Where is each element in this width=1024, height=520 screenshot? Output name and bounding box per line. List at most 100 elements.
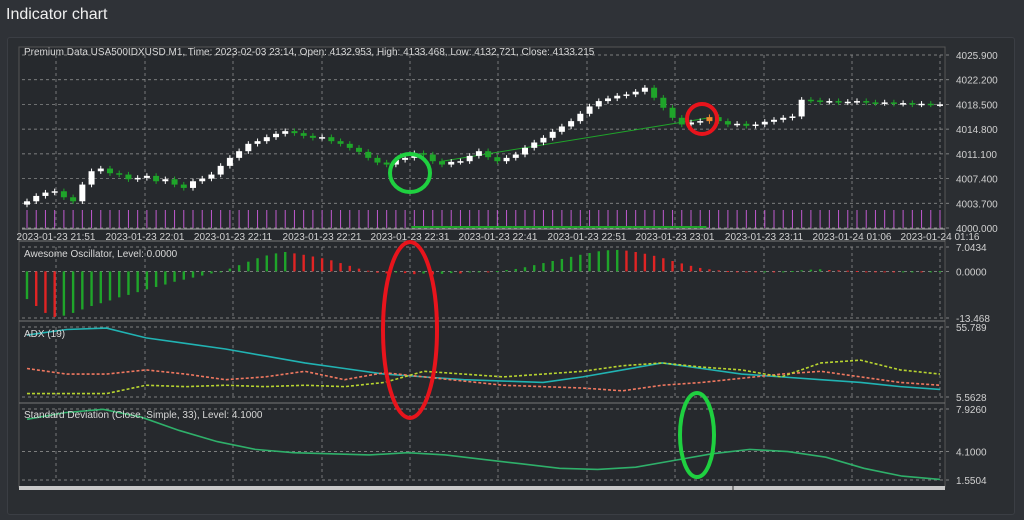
ao-bar xyxy=(357,268,361,272)
candle-body xyxy=(890,102,897,104)
ao-bar xyxy=(237,265,241,272)
candle-body xyxy=(254,141,261,144)
y-tick-label: 7.9260 xyxy=(956,405,987,416)
annotation-circle-green xyxy=(388,152,432,194)
volume-marker xyxy=(494,226,504,228)
ao-bar xyxy=(339,263,342,272)
candle-body xyxy=(383,162,390,165)
ao-bar xyxy=(901,271,905,273)
ao-bar xyxy=(348,265,351,272)
volume-marker xyxy=(678,226,688,228)
volume-marker xyxy=(688,226,698,228)
candle-body xyxy=(439,161,445,165)
candle-body xyxy=(97,168,104,172)
x-tick-label: 2023-01-23 22:21 xyxy=(283,232,362,243)
ao-bar xyxy=(846,270,849,272)
candle-body xyxy=(909,103,916,105)
ao-bar xyxy=(569,256,573,272)
ao-bar xyxy=(606,250,610,272)
candle-body xyxy=(503,157,510,162)
candle-body xyxy=(494,157,501,162)
ao-bar xyxy=(883,271,886,273)
candle-body xyxy=(466,155,473,162)
candle-body xyxy=(660,97,667,108)
candle-body xyxy=(356,147,362,152)
candle-body xyxy=(125,174,132,180)
ao-bar xyxy=(855,271,859,273)
ao-bar xyxy=(118,271,121,298)
volume-marker xyxy=(632,226,642,228)
candle-body xyxy=(153,175,160,182)
volume-marker xyxy=(614,226,624,228)
ao-bar xyxy=(597,251,600,272)
x-tick-label: 2023-01-24 01:06 xyxy=(813,232,892,243)
volume-marker xyxy=(485,226,495,228)
volume-marker xyxy=(522,226,532,228)
volume-marker xyxy=(660,226,670,228)
ao-bar xyxy=(265,255,268,272)
candle-body xyxy=(678,117,685,125)
ao-bar xyxy=(763,271,766,273)
candle-body xyxy=(522,147,528,155)
ao-bar xyxy=(403,271,407,274)
y-tick-label: 1.5504 xyxy=(956,476,987,487)
ao-bar xyxy=(505,269,508,272)
ao-bar xyxy=(293,253,296,272)
y-tick-label: 5.5628 xyxy=(956,393,987,404)
candle-body xyxy=(881,102,888,104)
ao-bar xyxy=(625,250,628,272)
candle-body xyxy=(143,175,150,178)
ao-bar xyxy=(652,255,656,272)
y-tick-label: 4014.800 xyxy=(956,125,998,136)
adx-title: ADX (19) xyxy=(24,329,65,340)
candle-body xyxy=(798,99,805,117)
ao-bar xyxy=(920,271,923,273)
candle-body xyxy=(226,157,233,166)
volume-marker xyxy=(439,226,449,228)
ao-bar xyxy=(782,271,785,273)
ao-bar xyxy=(818,269,822,272)
candle-body xyxy=(669,107,676,118)
candle-body xyxy=(863,101,870,103)
candle-body xyxy=(116,173,123,175)
ao-bar xyxy=(708,269,711,272)
annotation-ellipse-red xyxy=(381,240,439,420)
ao-bar xyxy=(671,260,674,272)
candle-body xyxy=(771,119,777,122)
ao-bar xyxy=(367,270,370,272)
ao-bar xyxy=(164,271,167,285)
ao-bar xyxy=(459,271,462,274)
candle-body xyxy=(807,99,814,102)
ao-bar xyxy=(44,271,47,313)
candle-body xyxy=(374,157,381,163)
candle-body xyxy=(512,154,519,158)
y-tick-label: 4000.000 xyxy=(956,224,998,235)
x-tick-label: 2023-01-23 22:51 xyxy=(548,232,627,243)
candle-body xyxy=(872,102,879,104)
horizontal-scrollbar[interactable] xyxy=(19,486,945,490)
ao-bar xyxy=(62,271,66,316)
ao-bar xyxy=(385,271,388,274)
volume-marker xyxy=(429,226,439,228)
main-chart-title: Premium Data USA500IDXUSD M1, Time: 2023… xyxy=(24,47,595,58)
ao-bar xyxy=(81,271,84,310)
candle-body xyxy=(900,103,907,105)
volume-marker xyxy=(549,226,559,228)
candle-body xyxy=(337,141,344,144)
candle-body xyxy=(568,121,575,127)
ao-bar xyxy=(228,268,232,272)
ao-bar xyxy=(136,271,139,293)
volume-marker xyxy=(697,226,707,228)
candle-body xyxy=(199,178,206,182)
ao-bar xyxy=(247,261,250,272)
candle-body xyxy=(309,135,316,138)
candle-body xyxy=(429,154,436,162)
volume-marker xyxy=(503,226,513,228)
candle-body xyxy=(531,142,538,148)
ao-bar xyxy=(413,271,416,275)
candle-body xyxy=(761,121,768,125)
ao-title: Awesome Oscillator, Level: 0.0000 xyxy=(24,249,178,260)
volume-marker xyxy=(651,226,661,228)
ao-bar xyxy=(496,271,499,273)
